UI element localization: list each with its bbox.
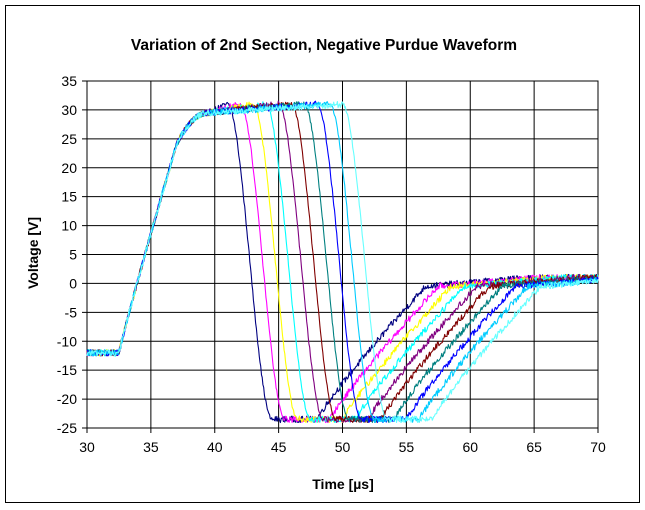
y-tick-label: -10 bbox=[57, 333, 77, 349]
y-tick-label: -25 bbox=[57, 420, 77, 436]
y-tick-label: -5 bbox=[65, 304, 78, 320]
y-tick-label: 20 bbox=[61, 160, 77, 176]
y-tick-label: 5 bbox=[69, 247, 77, 263]
y-tick-label: 30 bbox=[61, 102, 77, 118]
x-tick-label: 40 bbox=[207, 439, 223, 455]
y-tick-label: 35 bbox=[61, 73, 77, 89]
y-tick-label: 0 bbox=[69, 275, 77, 291]
series-line bbox=[86, 100, 599, 424]
y-tick-label: 10 bbox=[61, 218, 77, 234]
x-tick-label: 35 bbox=[143, 439, 159, 455]
x-axis-label: Time [µs] bbox=[312, 476, 374, 492]
x-tick-label: 70 bbox=[590, 439, 606, 455]
chart-title: Variation of 2nd Section, Negative Purdu… bbox=[131, 37, 517, 54]
x-tick-label: 55 bbox=[399, 439, 415, 455]
y-tick-label: -15 bbox=[57, 362, 77, 378]
plot-area-border bbox=[86, 80, 599, 429]
grid bbox=[82, 80, 599, 433]
y-tick-label: 25 bbox=[61, 131, 77, 147]
y-tick-label: -20 bbox=[57, 391, 77, 407]
x-tick-label: 50 bbox=[335, 439, 351, 455]
x-tick-label: 65 bbox=[526, 439, 542, 455]
x-tick-label: 60 bbox=[462, 439, 478, 455]
y-axis-label: Voltage [V] bbox=[25, 217, 41, 289]
x-tick-label: 30 bbox=[79, 439, 95, 455]
tick-labels: 30 35 40 45 50 55 60 65 70 -25 -20 -15 -10 -5 0 5 10 15 20… bbox=[57, 73, 606, 455]
series-layer bbox=[86, 100, 599, 424]
y-tick-label: 15 bbox=[61, 189, 77, 205]
x-tick-label: 45 bbox=[271, 439, 287, 455]
